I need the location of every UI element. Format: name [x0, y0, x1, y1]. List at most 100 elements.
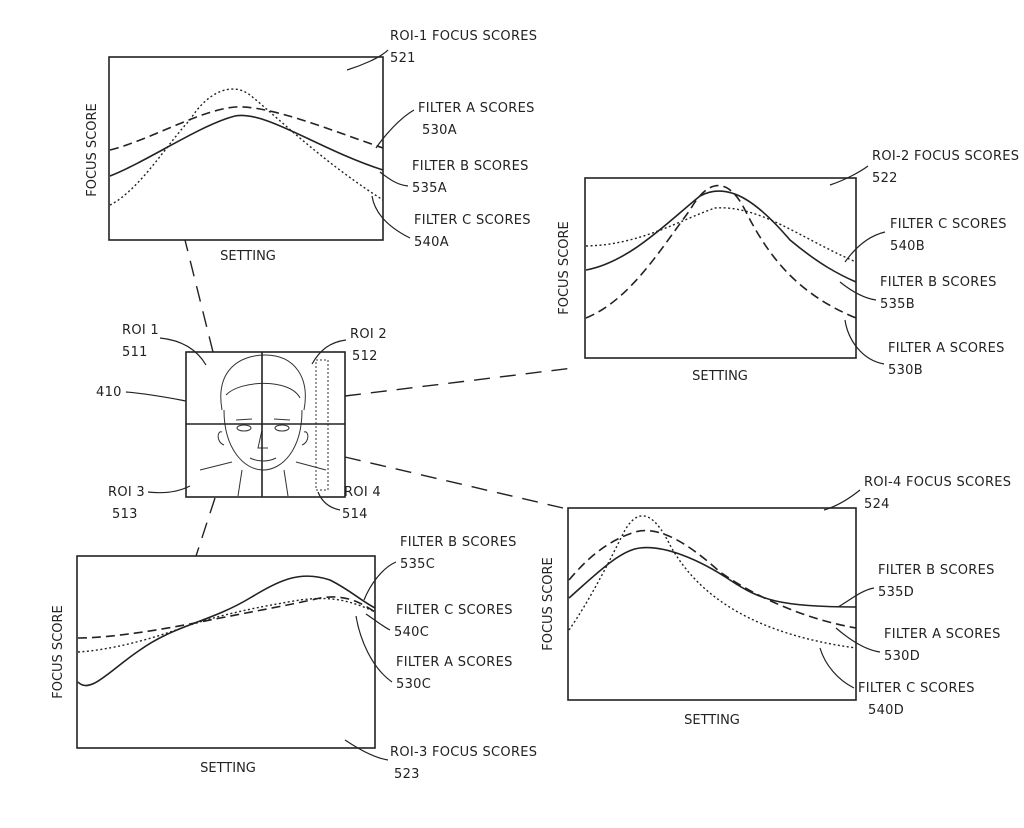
- connector-roi3: [195, 497, 216, 557]
- filter-ref: 530B: [888, 363, 923, 378]
- panel-roi-1: FOCUS SCORE SETTING ROI-1 FOCUS SCORES 5…: [85, 29, 537, 264]
- filter-ref: 540B: [890, 239, 925, 254]
- x-axis-label: SETTING: [200, 761, 256, 776]
- filter-leader: [375, 109, 415, 149]
- roi-leader: [311, 339, 347, 365]
- filter-ref: 535D: [878, 585, 914, 600]
- title-leader: [823, 489, 861, 511]
- panel-ref: 521: [390, 51, 416, 66]
- filter-leader: [837, 587, 875, 608]
- connector-roi2: [344, 367, 574, 397]
- x-axis-label: SETTING: [692, 369, 748, 384]
- neck-shoulders: [199, 461, 327, 497]
- roi-leader: [159, 337, 207, 366]
- ears: [217, 431, 309, 446]
- panel-roi-3: FOCUS SCORE SETTING ROI-3 FOCUS SCORES 5…: [51, 535, 537, 782]
- filter-c-curve: [77, 597, 376, 653]
- filter-b-curve: [77, 575, 376, 687]
- plot-frame: [567, 507, 857, 701]
- plot-frame: [76, 555, 376, 749]
- filter-leader: [371, 195, 411, 239]
- filter-label: FILTER C SCORES: [414, 213, 531, 228]
- filter-leader: [819, 647, 855, 689]
- filter-leader: [379, 171, 409, 187]
- filter-ref: 540C: [394, 625, 429, 640]
- connector-roi1: [184, 239, 214, 353]
- filter-leader: [355, 615, 393, 683]
- filter-label: FILTER B SCORES: [400, 535, 517, 550]
- panel-title: ROI-3 FOCUS SCORES: [390, 745, 537, 760]
- x-axis-label: SETTING: [220, 249, 276, 264]
- filter-ref: 535A: [412, 181, 447, 196]
- filter-c-curve: [585, 207, 857, 263]
- panel-ref: 524: [864, 497, 890, 512]
- image-leader: [125, 391, 187, 402]
- y-axis-label: FOCUS SCORE: [541, 557, 556, 651]
- filter-c-curve: [109, 88, 384, 206]
- filter-label: FILTER C SCORES: [858, 681, 975, 696]
- filter-b-curve: [568, 546, 857, 608]
- filter-b-curve: [109, 114, 384, 177]
- panel-title: ROI-4 FOCUS SCORES: [864, 475, 1011, 490]
- mouth: [249, 457, 277, 462]
- filter-leader: [844, 231, 886, 263]
- filter-ref: 540A: [414, 235, 449, 250]
- roi-ref: 511: [122, 345, 148, 360]
- connector-lines: [184, 239, 574, 557]
- filter-leader: [839, 281, 877, 301]
- left-eye: [236, 424, 252, 432]
- filter-ref: 530A: [422, 123, 457, 138]
- roi-ref: 514: [342, 507, 368, 522]
- filter-ref: 530D: [884, 649, 920, 664]
- panel-roi-4: FOCUS SCORE SETTING ROI-4 FOCUS SCORES 5…: [541, 475, 1011, 728]
- hair-outline: [220, 354, 306, 411]
- filter-ref: 535C: [400, 557, 435, 572]
- filter-label: FILTER A SCORES: [884, 627, 1001, 642]
- nose: [257, 429, 268, 449]
- filter-ref: 540D: [868, 703, 904, 718]
- roi-label: ROI 1: [122, 323, 159, 338]
- roi-label: ROI 3: [108, 485, 145, 500]
- filter-ref: 530C: [396, 677, 431, 692]
- filter-a-curve: [77, 596, 376, 639]
- roi-label: ROI 4: [344, 485, 381, 500]
- y-axis-label: FOCUS SCORE: [85, 103, 100, 197]
- filter-label: FILTER C SCORES: [396, 603, 513, 618]
- panel-ref: 523: [394, 767, 420, 782]
- filter-label: FILTER C SCORES: [890, 217, 1007, 232]
- roi-leader: [317, 491, 341, 511]
- filter-leader: [365, 613, 391, 631]
- image-ref: 410: [96, 385, 122, 400]
- filter-leader: [844, 319, 885, 365]
- x-axis-label: SETTING: [684, 713, 740, 728]
- central-image: 410 ROI 1 511 ROI 2 512 ROI 3 513 ROI 4 …: [96, 323, 387, 522]
- background-strip: [315, 359, 329, 491]
- face-outline: [223, 409, 303, 471]
- filter-leader: [363, 561, 397, 601]
- y-axis-label: FOCUS SCORE: [557, 221, 572, 315]
- filter-c-curve: [568, 515, 857, 649]
- filter-b-curve: [585, 190, 857, 283]
- filter-label: FILTER B SCORES: [878, 563, 995, 578]
- connector-roi4: [344, 456, 564, 509]
- roi-ref: 512: [352, 349, 378, 364]
- title-leader: [344, 739, 389, 761]
- eyebrows: [235, 418, 291, 421]
- panel-title: ROI-1 FOCUS SCORES: [390, 29, 537, 44]
- plot-frame: [108, 56, 384, 241]
- filter-a-curve: [109, 106, 384, 151]
- right-eye: [274, 424, 290, 432]
- filter-label: FILTER A SCORES: [418, 101, 535, 116]
- filter-a-curve: [585, 184, 857, 319]
- roi-ref: 513: [112, 507, 138, 522]
- title-leader: [346, 49, 389, 71]
- filter-label: FILTER B SCORES: [880, 275, 997, 290]
- filter-a-curve: [568, 529, 857, 629]
- filter-label: FILTER B SCORES: [412, 159, 529, 174]
- panel-title: ROI-2 FOCUS SCORES: [872, 149, 1019, 164]
- panel-roi-2: FOCUS SCORE SETTING ROI-2 FOCUS SCORES 5…: [557, 149, 1019, 384]
- panel-ref: 522: [872, 171, 898, 186]
- filter-ref: 535B: [880, 297, 915, 312]
